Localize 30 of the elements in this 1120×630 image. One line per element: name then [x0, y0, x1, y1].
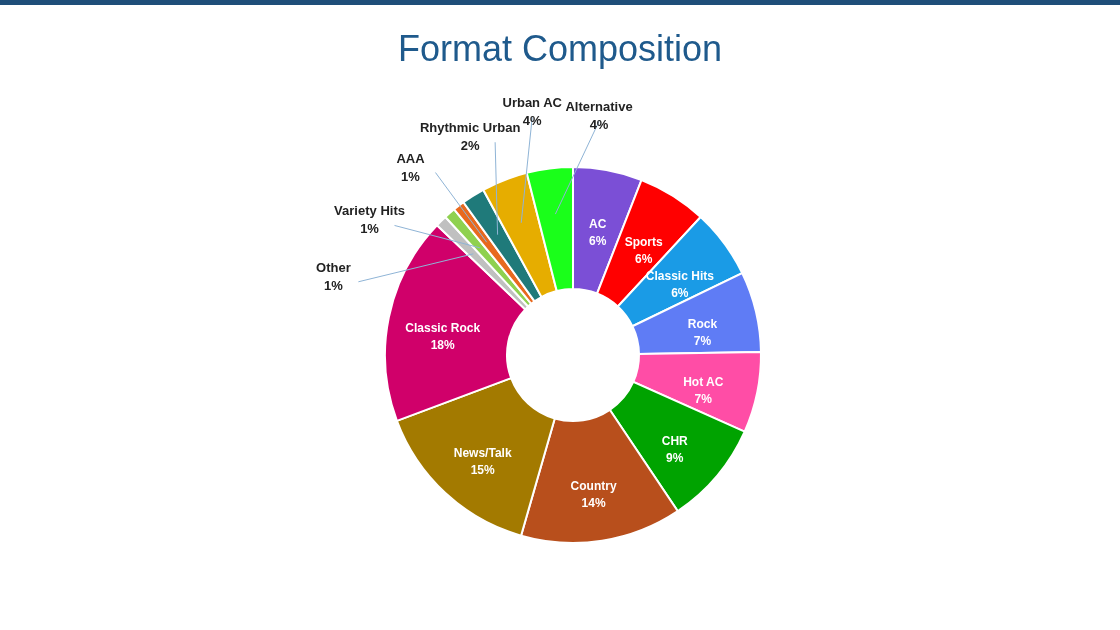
data-label: 1% [360, 221, 380, 237]
data-label: 6% [671, 285, 689, 300]
slice-label: AC [589, 217, 607, 232]
data-label: 1% [323, 277, 344, 293]
data-label: 9% [666, 450, 684, 465]
data-label: 1% [401, 168, 421, 184]
slice-label: Rhythmic Urban [419, 120, 521, 136]
slice-label: AAA [396, 150, 426, 166]
slice-label: Rock [687, 317, 718, 332]
data-label: 15% [470, 462, 496, 477]
slice-label: Hot AC [683, 374, 724, 389]
data-label: 7% [694, 391, 713, 406]
data-label: 7% [693, 334, 712, 349]
slice-label: Urban AC [502, 95, 563, 111]
slice-label: Classic Rock [405, 321, 481, 336]
data-label: 4% [522, 113, 543, 129]
slice-label: Country [570, 479, 617, 494]
slice-label: Other [316, 259, 351, 275]
slice-label: Alternative [565, 99, 633, 115]
slice-label: News/Talk [453, 445, 512, 460]
chart-title: Format Composition [396, 28, 724, 70]
slice-label: CHR [661, 433, 689, 448]
data-label: 14% [581, 496, 606, 511]
data-label: 2% [460, 138, 480, 154]
data-label: 4% [589, 117, 609, 133]
slice-label: Sports [624, 235, 663, 250]
data-label: 6% [589, 234, 607, 249]
data-label: 18% [430, 338, 456, 353]
data-label: 6% [634, 252, 653, 267]
slice-label: Variety Hits [334, 203, 405, 219]
